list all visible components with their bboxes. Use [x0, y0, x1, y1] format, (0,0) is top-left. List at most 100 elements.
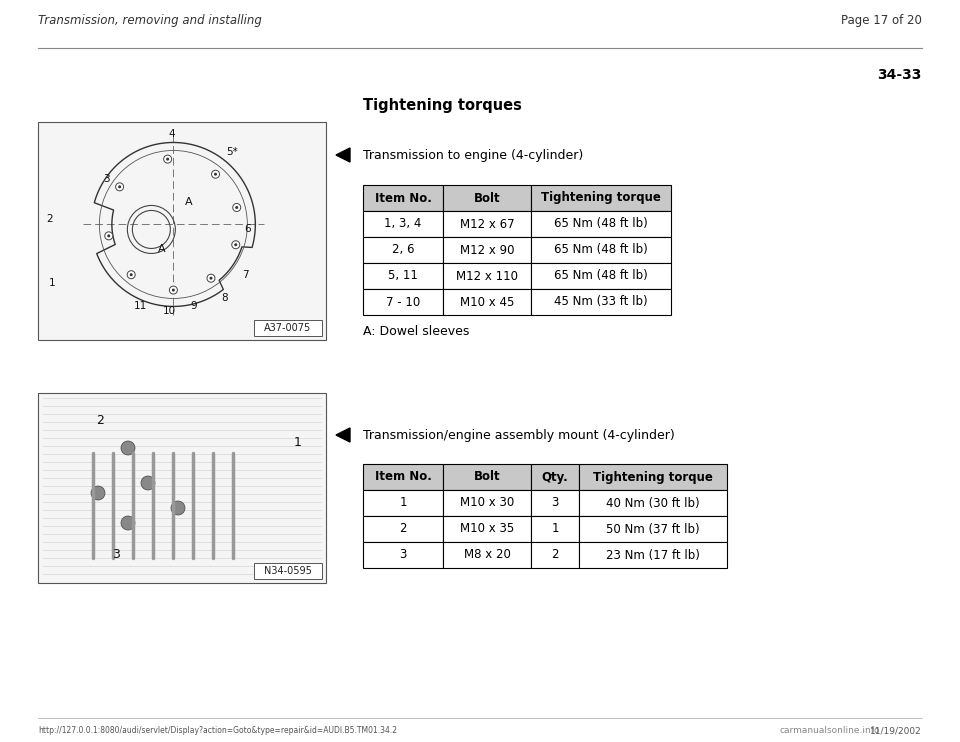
- Text: 6: 6: [244, 225, 251, 234]
- Bar: [579, 490, 727, 516]
- Text: Tightening torque: Tightening torque: [593, 470, 713, 484]
- Text: 2: 2: [47, 214, 54, 225]
- Bar: [531, 516, 579, 542]
- Text: 4: 4: [168, 129, 175, 139]
- Text: M12 x 90: M12 x 90: [460, 243, 515, 257]
- Text: 50 Nm (37 ft lb): 50 Nm (37 ft lb): [606, 522, 700, 536]
- Text: carmanualsonline.info: carmanualsonline.info: [780, 726, 880, 735]
- Bar: [363, 490, 443, 516]
- Text: 2, 6: 2, 6: [392, 243, 415, 257]
- Text: 10: 10: [162, 306, 176, 315]
- Text: 65 Nm (48 ft lb): 65 Nm (48 ft lb): [554, 243, 648, 257]
- Bar: [363, 185, 443, 211]
- Circle shape: [234, 243, 237, 246]
- Bar: [443, 263, 531, 289]
- Circle shape: [231, 240, 240, 249]
- Text: Transmission to engine (4-cylinder): Transmission to engine (4-cylinder): [363, 149, 584, 162]
- Bar: [579, 464, 727, 490]
- Circle shape: [171, 501, 185, 515]
- Bar: [443, 289, 531, 315]
- Text: M12 x 67: M12 x 67: [460, 217, 515, 231]
- Circle shape: [91, 486, 105, 500]
- Text: Transmission/engine assembly mount (4-cylinder): Transmission/engine assembly mount (4-cy…: [363, 429, 675, 442]
- Circle shape: [172, 289, 175, 292]
- Text: 9: 9: [190, 301, 197, 312]
- Text: 7: 7: [242, 270, 249, 280]
- Text: M10 x 30: M10 x 30: [460, 496, 515, 510]
- Circle shape: [121, 441, 135, 455]
- Bar: [531, 237, 671, 263]
- Bar: [579, 542, 727, 568]
- Text: 1: 1: [49, 278, 56, 289]
- Text: 1: 1: [294, 436, 302, 450]
- Circle shape: [209, 277, 212, 280]
- Text: A: A: [157, 244, 165, 255]
- Text: Tightening torque: Tightening torque: [541, 191, 660, 205]
- Text: Page 17 of 20: Page 17 of 20: [841, 14, 922, 27]
- Text: http://127.0.0.1:8080/audi/servlet/Display?action=Goto&type=repair&id=AUDI.B5.TM: http://127.0.0.1:8080/audi/servlet/Displ…: [38, 726, 397, 735]
- Bar: [363, 211, 443, 237]
- Bar: [531, 289, 671, 315]
- Circle shape: [115, 183, 124, 191]
- Circle shape: [163, 155, 172, 163]
- Bar: [531, 211, 671, 237]
- Text: Tightening torques: Tightening torques: [363, 98, 522, 113]
- Circle shape: [207, 275, 215, 282]
- Text: 1: 1: [399, 496, 407, 510]
- Text: A: Dowel sleeves: A: Dowel sleeves: [363, 325, 469, 338]
- Text: 65 Nm (48 ft lb): 65 Nm (48 ft lb): [554, 269, 648, 283]
- Text: 3: 3: [551, 496, 559, 510]
- Text: A37-0075: A37-0075: [264, 323, 312, 333]
- Bar: [443, 464, 531, 490]
- Bar: [443, 542, 531, 568]
- Text: 5, 11: 5, 11: [388, 269, 418, 283]
- Text: 7 - 10: 7 - 10: [386, 295, 420, 309]
- Text: 34-33: 34-33: [877, 68, 922, 82]
- Circle shape: [127, 271, 135, 279]
- Bar: [443, 490, 531, 516]
- Bar: [531, 490, 579, 516]
- Bar: [443, 516, 531, 542]
- Text: 11/19/2002: 11/19/2002: [871, 726, 922, 735]
- Text: 65 Nm (48 ft lb): 65 Nm (48 ft lb): [554, 217, 648, 231]
- Bar: [363, 237, 443, 263]
- Text: 2: 2: [551, 548, 559, 562]
- Circle shape: [214, 173, 217, 176]
- Bar: [531, 263, 671, 289]
- Text: 1: 1: [551, 522, 559, 536]
- Text: Item No.: Item No.: [374, 191, 431, 205]
- Text: M12 x 110: M12 x 110: [456, 269, 518, 283]
- Bar: [363, 263, 443, 289]
- Circle shape: [235, 206, 238, 209]
- Circle shape: [232, 203, 241, 211]
- Bar: [363, 516, 443, 542]
- Text: 2: 2: [399, 522, 407, 536]
- Circle shape: [118, 186, 121, 188]
- Bar: [443, 211, 531, 237]
- Text: Bolt: Bolt: [473, 470, 500, 484]
- Text: 2: 2: [96, 415, 104, 427]
- Circle shape: [211, 170, 220, 178]
- Text: 8: 8: [221, 293, 228, 303]
- Circle shape: [121, 516, 135, 530]
- Text: A: A: [184, 197, 192, 208]
- Text: 5*: 5*: [227, 148, 238, 157]
- Text: M10 x 35: M10 x 35: [460, 522, 515, 536]
- Polygon shape: [336, 428, 350, 442]
- Bar: [363, 542, 443, 568]
- Text: 11: 11: [134, 301, 147, 312]
- Text: Item No.: Item No.: [374, 470, 431, 484]
- Bar: [443, 185, 531, 211]
- Bar: [531, 464, 579, 490]
- Text: 3: 3: [112, 548, 120, 562]
- Bar: [38, 122, 326, 340]
- Text: Bolt: Bolt: [473, 191, 500, 205]
- Bar: [254, 320, 322, 336]
- Circle shape: [141, 476, 155, 490]
- Circle shape: [108, 234, 110, 237]
- Text: 23 Nm (17 ft lb): 23 Nm (17 ft lb): [606, 548, 700, 562]
- Text: 3: 3: [103, 174, 109, 184]
- Bar: [579, 516, 727, 542]
- Bar: [363, 289, 443, 315]
- Text: 40 Nm (30 ft lb): 40 Nm (30 ft lb): [606, 496, 700, 510]
